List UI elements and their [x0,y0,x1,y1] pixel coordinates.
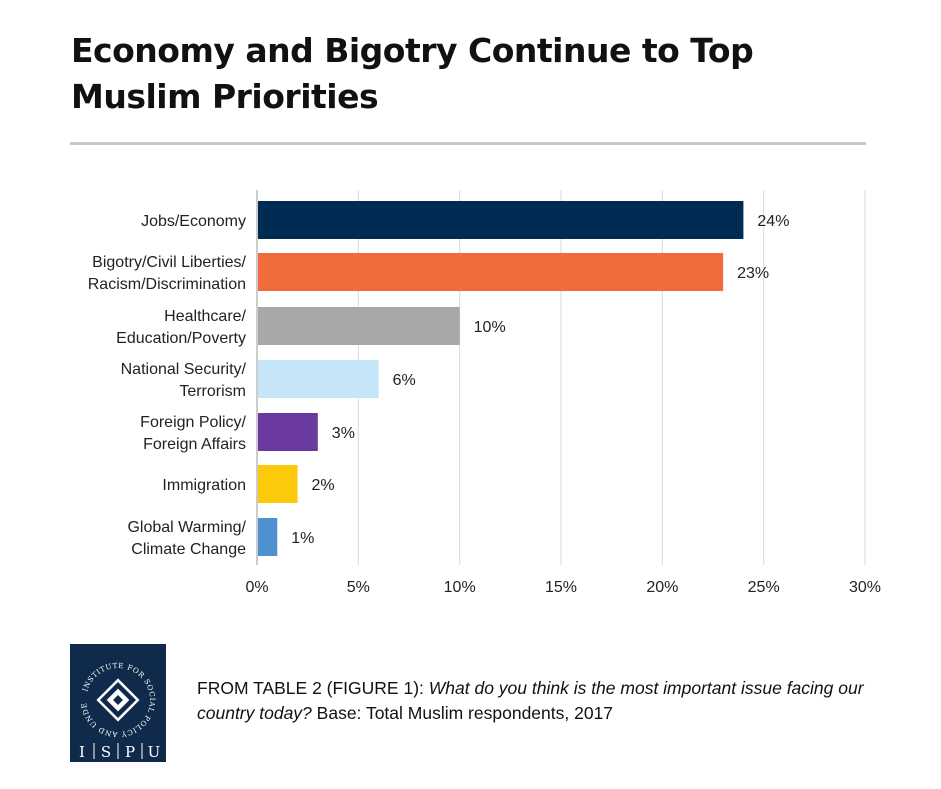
data-label: 24% [757,213,789,230]
bar [258,201,744,239]
data-label: 3% [332,425,355,442]
x-tick-label: 20% [646,579,678,596]
category-label: Healthcare/ [164,308,246,325]
category-label: Climate Change [131,541,246,558]
bar [258,307,460,345]
category-label: Foreign Policy/ [140,414,246,431]
category-label: National Security/ [121,361,247,378]
x-tick-label: 30% [849,579,881,596]
category-label: Immigration [162,477,246,494]
data-label: 1% [291,530,314,547]
x-tick-label: 10% [444,579,476,596]
logo-letter: I [79,743,85,761]
caption-source: FROM TABLE 2 (FIGURE 1): [197,678,429,698]
bar [258,518,278,556]
category-label: Terrorism [179,383,246,400]
category-label: Foreign Affairs [143,436,246,453]
category-label: Education/Poverty [116,330,246,347]
bar [258,413,318,451]
x-tick-label: 25% [748,579,780,596]
data-label: 10% [474,319,506,336]
x-tick-label: 15% [545,579,577,596]
category-label: Global Warming/ [127,519,246,536]
x-tick-label: 0% [245,579,268,596]
bar-chart: 0% 5% 10% 15% 20% 25% 30% 24% Jobs/Economy 23% Big… [88,190,881,596]
title-divider [70,142,866,145]
ispu-logo: INSTITUTE FOR SOCIAL POLICY AND UNDERSTA… [70,644,166,762]
x-tick-label: 5% [347,579,370,596]
caption-question: What do you think is the most important … [197,678,864,723]
bar [258,253,724,291]
chart-title: Economy and Bigotry Continue to Top Musl… [71,31,754,116]
category-label: Bigotry/Civil Liberties/ [92,254,246,271]
data-label: 2% [312,477,335,494]
category-label: Racism/Discrimination [88,276,246,293]
svg-text:INSTITUTE FOR SOCIAL POLICY AN: INSTITUTE FOR SOCIAL POLICY AND UNDERSTA… [70,644,157,739]
logo-letter: P [125,743,135,761]
data-label: 6% [393,372,416,389]
data-label: 23% [737,265,769,282]
logo-letter: S [101,743,111,761]
figure-caption: FROM TABLE 2 (FIGURE 1): What do you thi… [197,676,897,726]
caption-base: Base: Total Muslim respondents, 2017 [311,703,614,723]
bar [258,360,379,398]
category-label: Jobs/Economy [141,213,246,230]
logo-letter: U [148,743,161,761]
bar [258,465,298,503]
